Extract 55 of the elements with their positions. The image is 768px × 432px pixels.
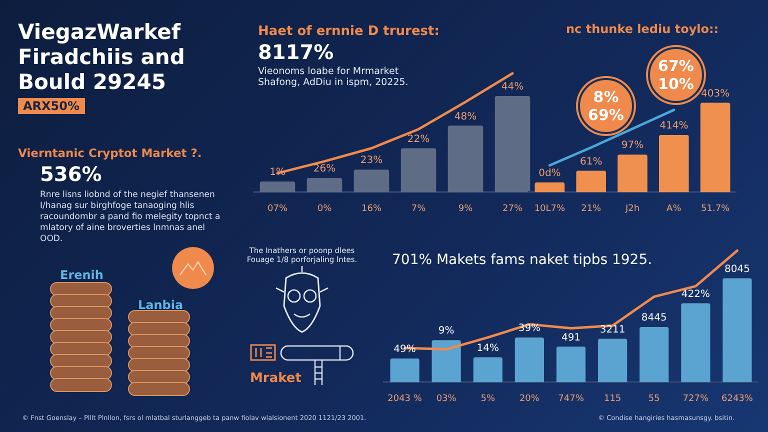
- annotation: 0d%: [538, 168, 561, 179]
- annotation: 3211: [600, 324, 626, 336]
- x-tick-label: 51.7%: [701, 204, 730, 214]
- annotation: 491: [561, 332, 581, 344]
- annotation: 26%: [313, 164, 336, 175]
- chart-subtitle: Vieonoms loabe for Mrmarket Shafong, AdDiu in ispm, 20225.: [258, 66, 410, 88]
- text: Rnre lisns liobnd of the negief thansenen I/hanag sur birghfoge tanaoging hlis racoundombr a pand fio melegity topnct a mlatory of aine broverties lnmnas anel OOD.: [40, 190, 222, 245]
- x-tick-label: 2043 %: [388, 394, 422, 404]
- x-tick-label: 5%: [480, 394, 496, 404]
- annotation: 1%: [270, 167, 286, 178]
- x-tick-label: 03%: [436, 394, 457, 404]
- annotation: 9%: [438, 326, 454, 337]
- x-tick-label: 16%: [361, 204, 382, 214]
- text: 67% 10%: [658, 57, 694, 93]
- annotation: 403%: [701, 88, 730, 100]
- text: 8117%: [258, 40, 334, 64]
- chart-title: Haet of ernnie D trurest:: [258, 24, 440, 39]
- text: ARX50%: [18, 98, 85, 114]
- text: ViegazWarkef Firadchiis and Bould 29245: [18, 20, 186, 95]
- x-tick-label: 27%: [502, 204, 523, 214]
- annotation: 97%: [621, 140, 644, 152]
- x-tick-label: A%: [666, 204, 682, 214]
- chart-title: nc thunke lediu toylo::: [566, 22, 719, 36]
- annotation: 39%: [518, 323, 541, 334]
- x-tick-label: 07%: [267, 204, 288, 214]
- x-tick-label: 20%: [519, 394, 540, 404]
- x-tick-label: 115: [604, 394, 622, 404]
- annotation: 61%: [580, 156, 602, 168]
- x-tick-label: 9%: [458, 204, 474, 214]
- text: Lanbia: [138, 298, 184, 312]
- annotation: 422%: [681, 288, 710, 300]
- chart-title: 701% Makets fams naket tipbs 1925.: [392, 252, 652, 268]
- x-tick-label: 21%: [581, 204, 602, 214]
- annotation: 44%: [501, 82, 524, 93]
- annotation: 8% 69%: [578, 78, 634, 134]
- text: 536%: [40, 162, 102, 186]
- annotation: 414%: [660, 120, 688, 132]
- annotation: 8445: [641, 312, 667, 324]
- text: Erenih: [60, 268, 104, 282]
- x-tick-label: 6243%: [721, 394, 754, 404]
- text: Vierntanic Cryptot Market ?.: [18, 146, 202, 160]
- x-tick-label: 10L7%: [534, 204, 566, 214]
- x-tick-label: 727%: [682, 394, 709, 404]
- x-tick-label: 7%: [411, 204, 426, 214]
- annotation: 22%: [407, 134, 430, 145]
- x-tick-label: 55: [648, 394, 660, 404]
- annotation: 23%: [360, 155, 383, 166]
- annotation: 14%: [476, 342, 500, 354]
- annotation: 49%: [394, 344, 416, 356]
- x-tick-label: 0%: [317, 204, 332, 214]
- annotation: 8045: [724, 264, 750, 275]
- x-tick-label: J2h: [624, 204, 640, 214]
- text: Mraket: [250, 371, 302, 386]
- annotation: 48%: [454, 111, 477, 122]
- x-tick-label: 747%: [558, 394, 584, 404]
